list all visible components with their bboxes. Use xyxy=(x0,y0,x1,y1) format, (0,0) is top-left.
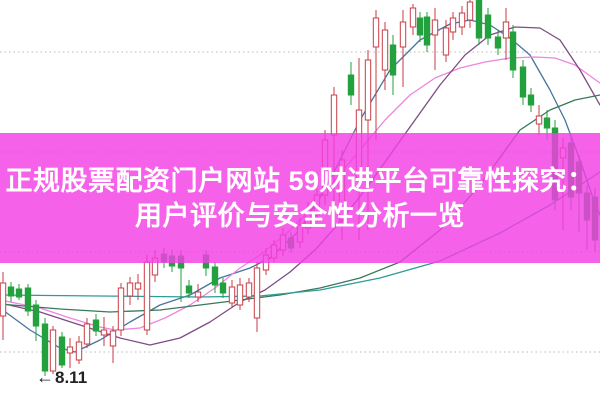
candle-body xyxy=(475,0,483,39)
candle-body xyxy=(347,74,355,96)
candle-body xyxy=(24,287,32,312)
headline-line-2: 用户评价与安全性分析一览 xyxy=(135,200,465,231)
candle-body xyxy=(194,291,202,298)
candle-body xyxy=(458,12,466,28)
candle-body xyxy=(416,17,424,36)
candle-body xyxy=(143,261,151,331)
candle-body xyxy=(399,21,407,48)
candle-body xyxy=(0,282,7,317)
left-arrow-icon: ← xyxy=(36,367,54,387)
headline-banner: 正规股票配资门户网站 59财进平台可靠性探究： 用户评价与安全性分析一览 xyxy=(0,133,600,263)
candle-body xyxy=(245,282,253,298)
candle-body xyxy=(228,286,236,304)
candle-body xyxy=(66,346,74,354)
candle-body xyxy=(117,287,125,331)
candle-body xyxy=(330,94,338,136)
candle-body xyxy=(134,282,142,290)
candle-body xyxy=(126,282,134,297)
candle-body xyxy=(381,29,389,71)
candle-body xyxy=(431,19,439,36)
candle-body xyxy=(527,94,535,106)
candle-body xyxy=(409,7,417,28)
candle-body xyxy=(75,341,83,361)
candle-body xyxy=(543,117,551,129)
price-low-value: 8.11 xyxy=(55,367,88,387)
candle-body xyxy=(372,17,380,48)
candle-body xyxy=(535,115,543,125)
candle-body xyxy=(32,304,40,327)
candle-body xyxy=(442,27,450,56)
candle-body xyxy=(15,288,23,298)
candle-body xyxy=(519,66,527,98)
candle-body xyxy=(49,329,57,372)
candle-body xyxy=(509,31,517,71)
candle-body xyxy=(185,285,193,294)
candle-body xyxy=(211,266,219,286)
candle-body xyxy=(236,284,244,306)
candle-body xyxy=(219,282,227,294)
candle-body xyxy=(449,17,457,33)
candle-body xyxy=(100,329,108,336)
candle-body xyxy=(389,44,397,76)
ma-line-ma30 xyxy=(0,94,600,313)
headline-line-1: 正规股票配资门户网站 59财进平台可靠性探究： xyxy=(5,165,595,196)
candle-body xyxy=(92,319,100,332)
candle-body xyxy=(484,14,492,39)
candle-body xyxy=(423,16,431,46)
candle-body xyxy=(41,323,49,372)
candle-body xyxy=(502,21,510,39)
candle-body xyxy=(364,59,372,121)
candle-body xyxy=(466,1,474,21)
price-low-annotation: ← 8.11 xyxy=(36,367,87,388)
candle-body xyxy=(83,323,91,345)
candle-body xyxy=(253,267,261,319)
candle-body xyxy=(109,330,117,347)
candle-body xyxy=(494,36,502,49)
candle-body xyxy=(58,336,66,366)
candle-body xyxy=(7,286,15,297)
